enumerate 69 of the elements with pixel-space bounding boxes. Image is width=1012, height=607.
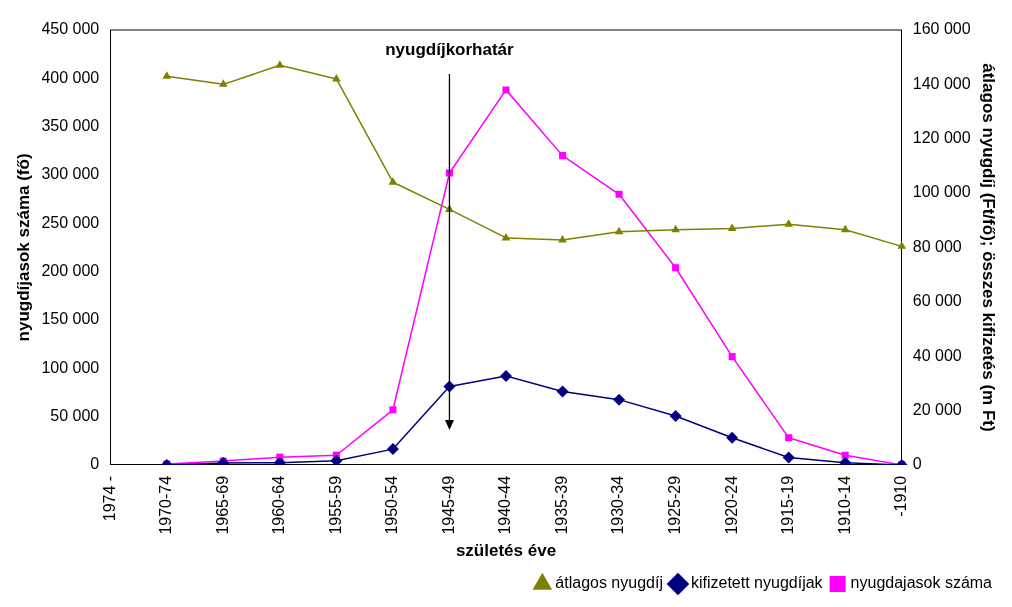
y2-tick-label: 80 000 [912,237,962,255]
x-tick-label: 1935-39 [552,475,570,535]
x-axis-title: születés éve [455,541,557,561]
point [386,443,399,456]
point [501,232,511,241]
x-tick-label: 1940-44 [496,475,514,535]
point [840,224,850,233]
y-tick-label: 100 000 [41,358,100,376]
y2-tick-label: 140 000 [912,74,971,92]
y2-tick-label: 20 000 [912,400,962,418]
y2-tick-label: 0 [912,455,922,473]
y-tick-label: 300 000 [41,165,100,183]
point [558,235,567,243]
point [726,431,739,444]
x-tick-label: 1955-59 [326,475,344,535]
x-tick-label: 1960-64 [270,475,288,535]
point [556,385,569,398]
point [500,370,512,382]
point [389,406,397,414]
point [275,60,285,68]
y2-tick-label: 40 000 [912,346,962,364]
point [669,409,682,422]
x-tick-label: 1965-69 [213,475,231,535]
x-tick-label: -1910 [892,475,910,517]
x-tick-label: 1925-29 [666,475,684,535]
point [614,226,624,235]
x-tick-label: 1974 - [100,475,118,522]
point [672,264,680,272]
point [218,79,228,87]
point [613,393,626,406]
point [785,434,793,442]
point [162,71,172,79]
legend-label: kifizetett nyugdíjak [690,574,824,592]
point [559,152,567,160]
y-tick-label: 400 000 [41,68,100,86]
point [727,223,737,231]
point [388,177,398,185]
y-tick-label: 350 000 [41,117,100,135]
point [784,219,794,227]
y2-axis-title: átlagos nyugdíj (Ft/fő); összes kifizetés (m Ft) [979,63,999,432]
x-tick-label: 1930-34 [609,475,627,535]
point [671,224,680,233]
point [782,451,795,464]
y2-tick-label: 120 000 [912,129,971,147]
x-tick-label: 1945-49 [439,475,457,535]
x-tick-label: 1910-14 [835,475,853,535]
legend-label: nyugdajasok száma [850,574,993,592]
point [330,454,343,465]
y2-tick-label: 60 000 [912,292,962,310]
point [728,353,736,361]
y-tick-label: 50 000 [50,406,100,424]
point [332,73,341,82]
y-tick-label: 150 000 [41,310,100,328]
y-tick-label: 250 000 [41,213,100,231]
x-tick-label: 1915-19 [779,475,797,535]
ref-line-label: nyugdíjkorhatár [385,40,514,60]
x-tick-label: 1970-74 [157,475,175,535]
y2-tick-label: 100 000 [912,183,971,201]
y-tick-label: 450 000 [41,20,100,38]
point [897,241,907,249]
x-tick-label: 1950-54 [383,475,401,535]
point [502,86,510,94]
legend-label: átlagos nyugdíj [555,574,663,592]
y2-tick-label: 160 000 [912,20,971,38]
y-axis-title: nyugdíjasok száma (fő) [13,153,33,342]
point [615,190,623,198]
x-tick-label: 1920-24 [722,475,740,535]
y-tick-label: 0 [90,455,100,473]
y-tick-label: 200 000 [41,262,100,280]
